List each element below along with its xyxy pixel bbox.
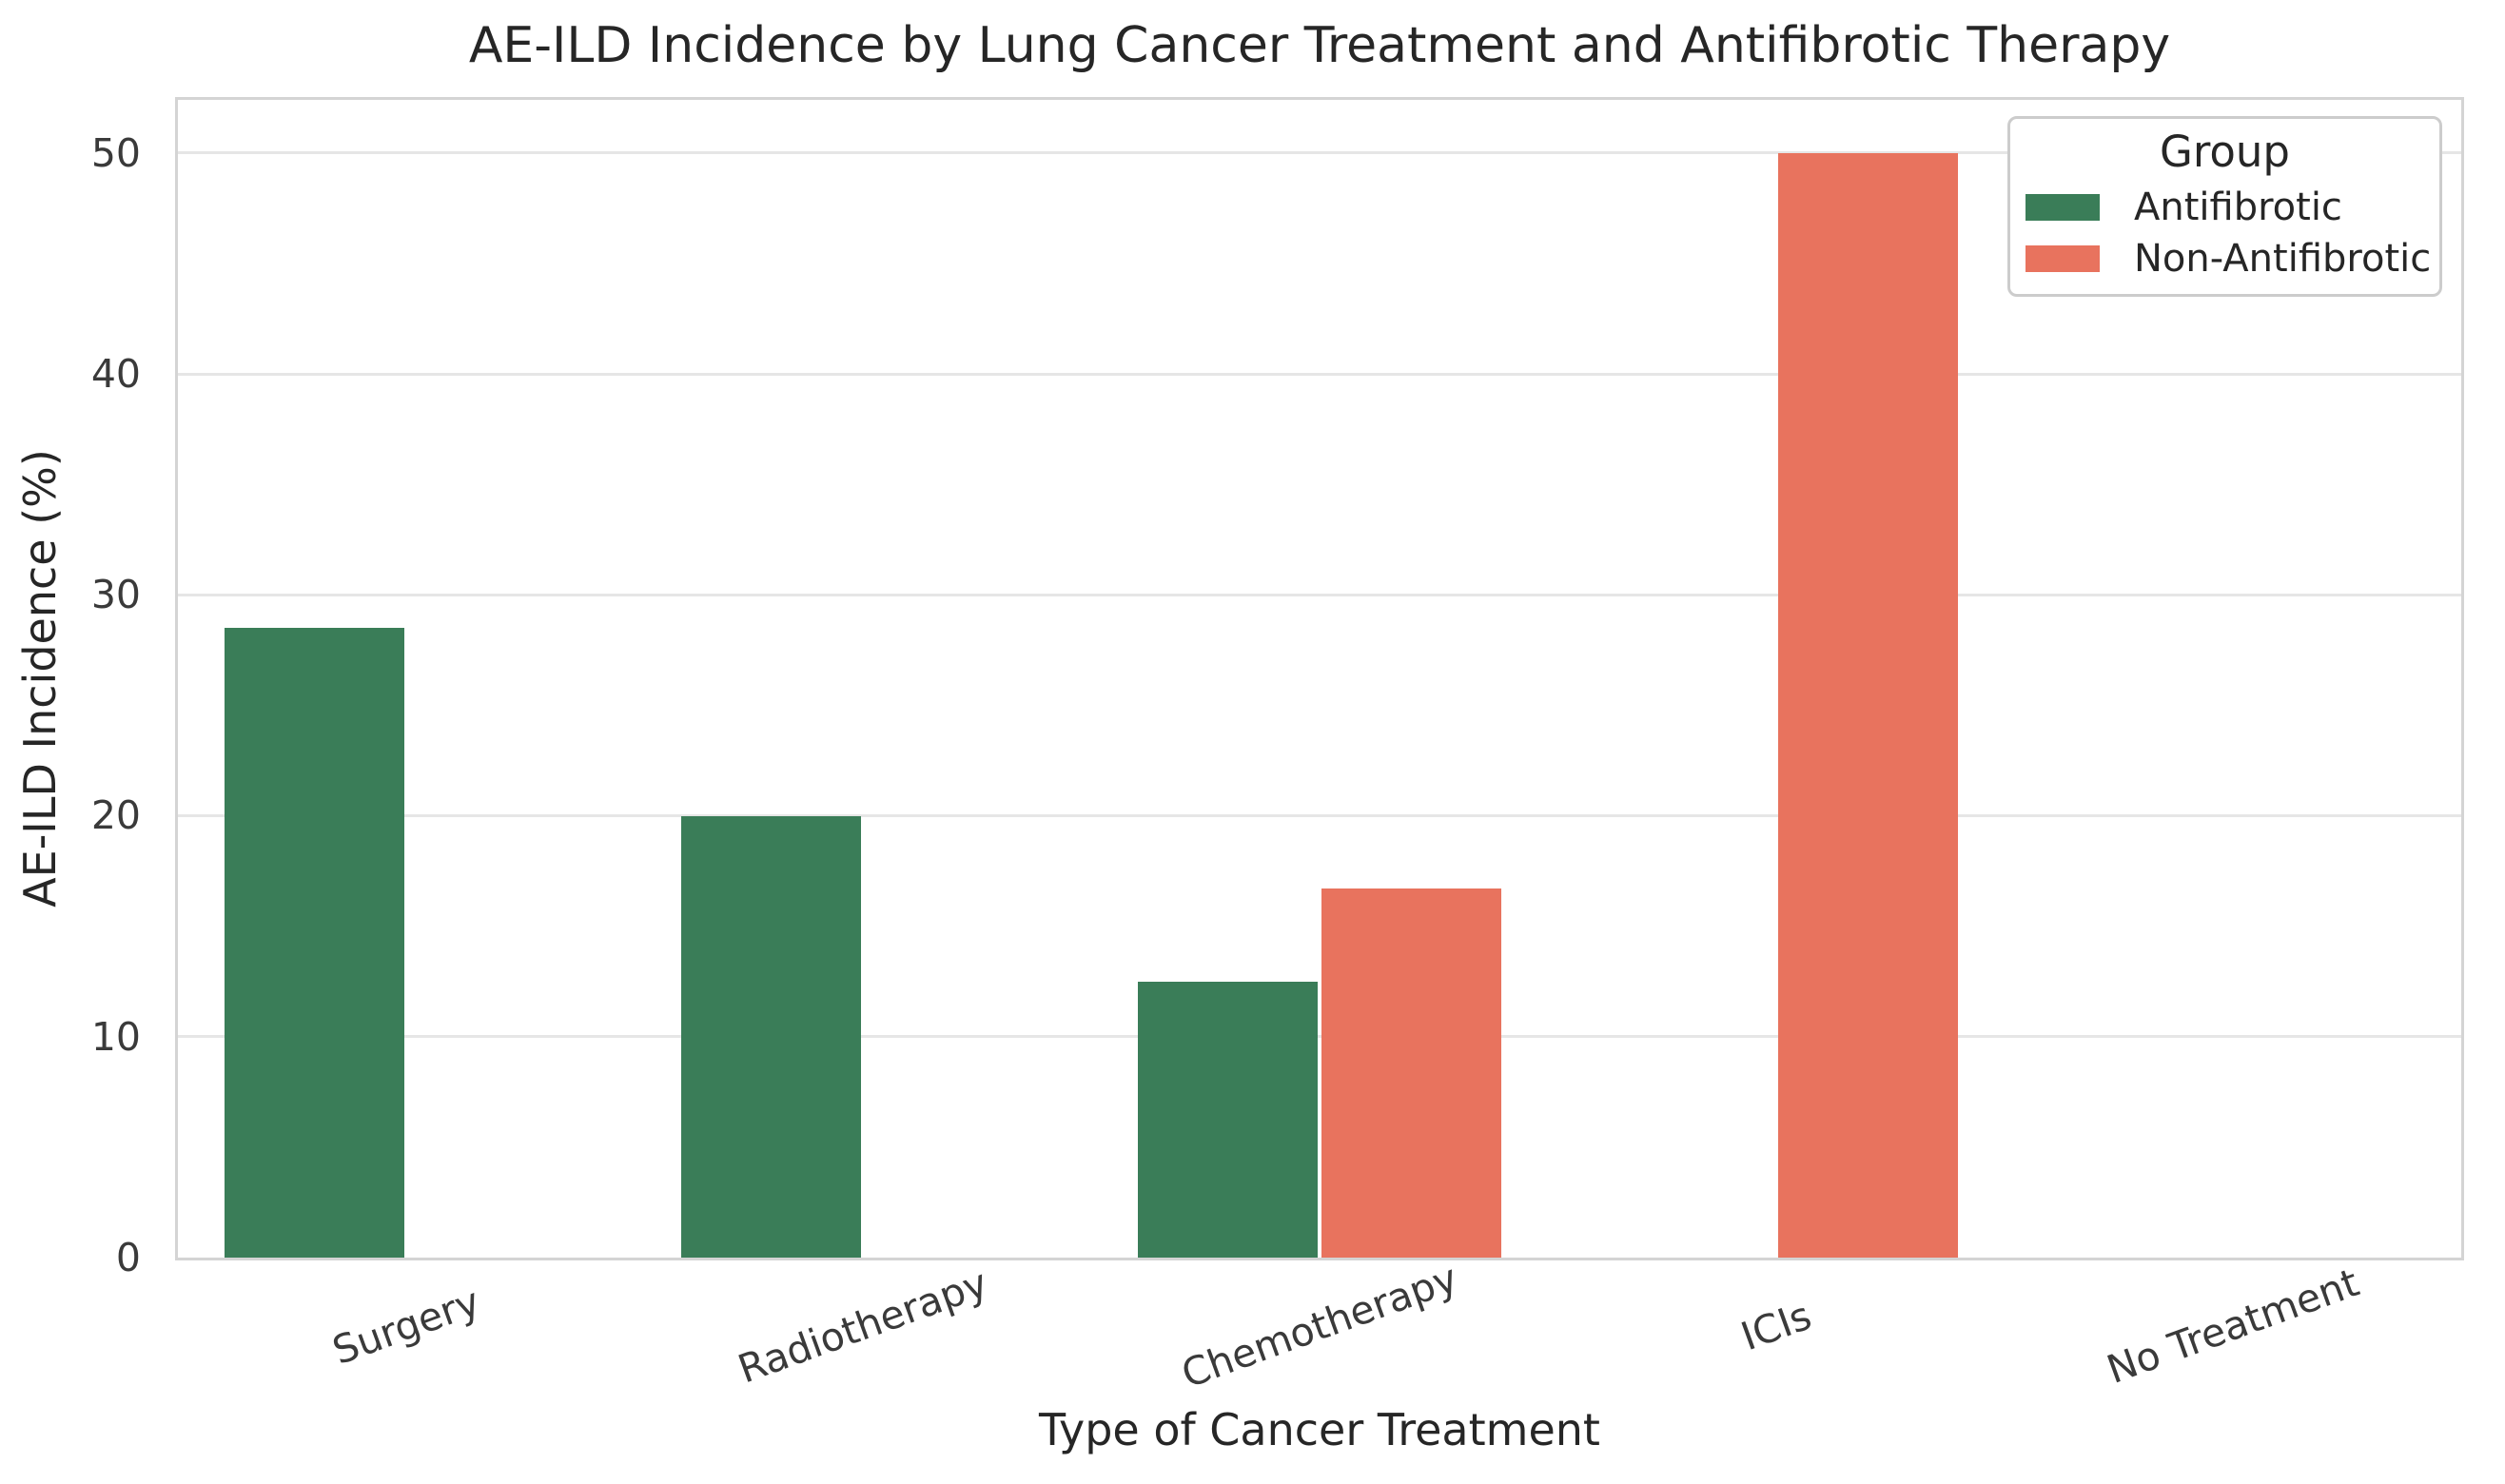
bar-chemotherapy-non-antifibrotic	[1321, 888, 1501, 1258]
legend-title: Group	[2160, 127, 2290, 177]
y-tick-10: 10	[90, 1013, 141, 1060]
bar-icis-non-antifibrotic	[1778, 152, 1958, 1258]
y-axis-label: AE-ILD Incidence (%)	[14, 449, 66, 908]
legend: Group Antifibrotic Non-Antifibrotic	[2007, 116, 2442, 297]
legend-label: Antifibrotic	[2134, 185, 2342, 229]
chart-title: AE-ILD Incidence by Lung Cancer Treatmen…	[468, 17, 2171, 74]
y-tick-0: 0	[115, 1235, 141, 1280]
x-axis-label: Type of Cancer Treatment	[1039, 1404, 1600, 1455]
gridline-y-30	[178, 593, 2461, 596]
bar-radiotherapy-antifibrotic	[681, 815, 861, 1258]
gridline-y-10	[178, 1035, 2461, 1039]
gridline-y-50	[178, 151, 2461, 155]
y-tick-20: 20	[90, 792, 141, 839]
non-antifibrotic-swatch-icon	[2026, 244, 2100, 272]
bar-surgery-antifibrotic	[225, 628, 404, 1258]
gridline-y-20	[178, 814, 2461, 817]
y-tick-50: 50	[90, 129, 141, 176]
antifibrotic-swatch-icon	[2026, 193, 2100, 221]
legend-item-non-antifibrotic: Non-Antifibrotic	[2026, 233, 2431, 284]
legend-label: Non-Antifibrotic	[2134, 236, 2432, 281]
y-tick-30: 30	[90, 572, 141, 618]
bar-chemotherapy-antifibrotic	[1138, 981, 1318, 1258]
gridline-y-40	[178, 372, 2461, 376]
legend-item-antifibrotic: Antifibrotic	[2026, 182, 2424, 233]
y-tick-40: 40	[90, 350, 141, 397]
